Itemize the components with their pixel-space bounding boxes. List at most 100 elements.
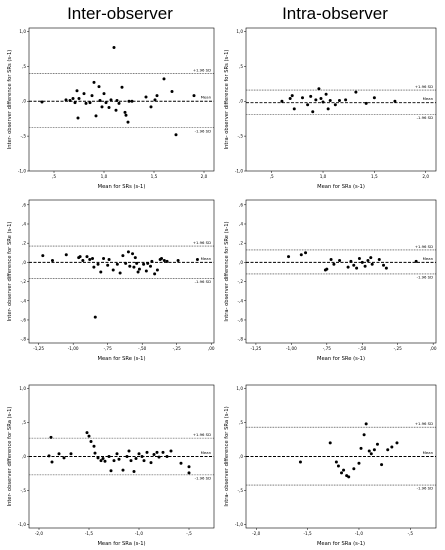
y-tick-label: ,2: [22, 241, 26, 246]
data-point: [317, 87, 321, 91]
data-point: [92, 265, 96, 269]
inter-observer-heading: Inter-observer: [67, 4, 173, 23]
data-point: [142, 262, 146, 266]
data-point: [88, 258, 92, 262]
data-point: [111, 268, 115, 272]
x-tick-label: -,50: [358, 346, 367, 351]
x-tick-label: -1,5: [304, 531, 313, 536]
data-point: [155, 94, 159, 98]
data-point: [93, 451, 97, 455]
data-point: [338, 258, 342, 262]
data-point: [304, 251, 308, 255]
reference-line-label: +1.96 SD: [415, 421, 433, 426]
x-tick-label: 2,0: [422, 174, 429, 179]
x-tick-label: -,5: [408, 531, 414, 536]
reference-line-label: +1.96 SD: [415, 84, 433, 89]
data-point: [393, 99, 397, 103]
data-point: [366, 258, 370, 262]
data-point: [169, 449, 173, 453]
data-point: [364, 422, 368, 426]
data-point: [64, 253, 68, 257]
y-tick-label: 1,0: [19, 29, 26, 34]
data-point: [149, 105, 153, 109]
plot-panel-4: -1,25 -1,00 -,75 -,50 -,25 ,00 -,8 -,6 -,4 -,2 ,0,…: [224, 199, 437, 362]
data-point: [118, 271, 122, 275]
y-tick-label: ,4: [22, 221, 26, 226]
reference-line-label: +1.96 SD: [415, 244, 433, 249]
data-point: [170, 89, 174, 93]
data-point: [130, 99, 134, 103]
data-point: [300, 96, 304, 100]
y-tick-label: ,6: [22, 202, 26, 207]
reference-line-label: Mean: [201, 95, 212, 100]
data-point: [115, 262, 119, 266]
x-tick-label: 1,5: [371, 174, 378, 179]
data-point: [352, 467, 356, 471]
data-point: [346, 265, 350, 269]
y-tick-label: -,6: [237, 317, 243, 322]
data-point: [292, 107, 296, 111]
data-point: [349, 259, 353, 263]
data-point: [131, 252, 135, 256]
reference-line-label: -1.96 SD: [195, 475, 211, 480]
plot-frame: [28, 27, 215, 172]
data-point: [326, 107, 330, 111]
data-point: [364, 101, 368, 105]
data-point: [314, 98, 318, 102]
x-axis-label: Mean for SRa (s-1): [317, 541, 365, 547]
data-point: [137, 267, 141, 271]
data-point: [47, 454, 51, 458]
data-point: [96, 456, 100, 460]
data-point: [395, 441, 399, 445]
reference-line-label: Mean: [423, 96, 434, 101]
data-point: [157, 455, 161, 459]
data-point: [187, 471, 191, 475]
data-point: [367, 449, 371, 453]
data-point: [390, 445, 394, 449]
data-point: [370, 262, 374, 266]
y-tick-label: -,4: [20, 298, 26, 303]
data-point: [328, 99, 332, 103]
y-tick-label: ,5: [22, 64, 26, 69]
x-tick-label: -1,25: [33, 346, 44, 351]
plot-frame: [245, 27, 437, 172]
reference-line-label: Mean: [423, 256, 434, 261]
data-point: [342, 468, 346, 472]
x-tick-label: -1,5: [85, 531, 94, 536]
data-point: [127, 449, 131, 453]
reference-line-label: -1.96 SD: [195, 279, 211, 284]
y-tick-label: 1,0: [19, 386, 26, 391]
data-point: [121, 254, 125, 258]
y-tick-label: -1,0: [235, 522, 244, 527]
data-point: [369, 256, 373, 260]
data-point: [357, 461, 361, 465]
data-point: [85, 255, 89, 259]
plot-frame: [245, 199, 437, 344]
data-point: [98, 99, 102, 103]
x-tick-label: -1,00: [286, 346, 297, 351]
data-point: [102, 257, 106, 261]
reference-line-label: -1.96 SD: [417, 486, 433, 491]
x-tick-label: -,75: [104, 346, 113, 351]
y-tick-label: ,4: [239, 221, 243, 226]
data-point: [155, 450, 159, 454]
data-point: [99, 459, 103, 463]
data-point: [69, 452, 73, 456]
data-point: [155, 268, 159, 272]
data-point: [149, 461, 153, 465]
data-point: [103, 459, 107, 463]
y-tick-label: ,5: [239, 420, 243, 425]
y-tick-label: ,0: [22, 99, 26, 104]
data-point: [57, 452, 61, 456]
reference-line-label: Mean: [201, 256, 212, 261]
data-point: [334, 460, 338, 464]
data-point: [81, 258, 85, 262]
data-point: [132, 265, 136, 269]
data-point: [144, 95, 148, 99]
y-tick-label: -1,0: [18, 522, 27, 527]
data-point: [137, 452, 141, 456]
data-point: [162, 258, 166, 262]
data-point: [359, 446, 363, 450]
y-tick-label: -1,0: [18, 169, 27, 174]
data-point: [337, 99, 341, 103]
